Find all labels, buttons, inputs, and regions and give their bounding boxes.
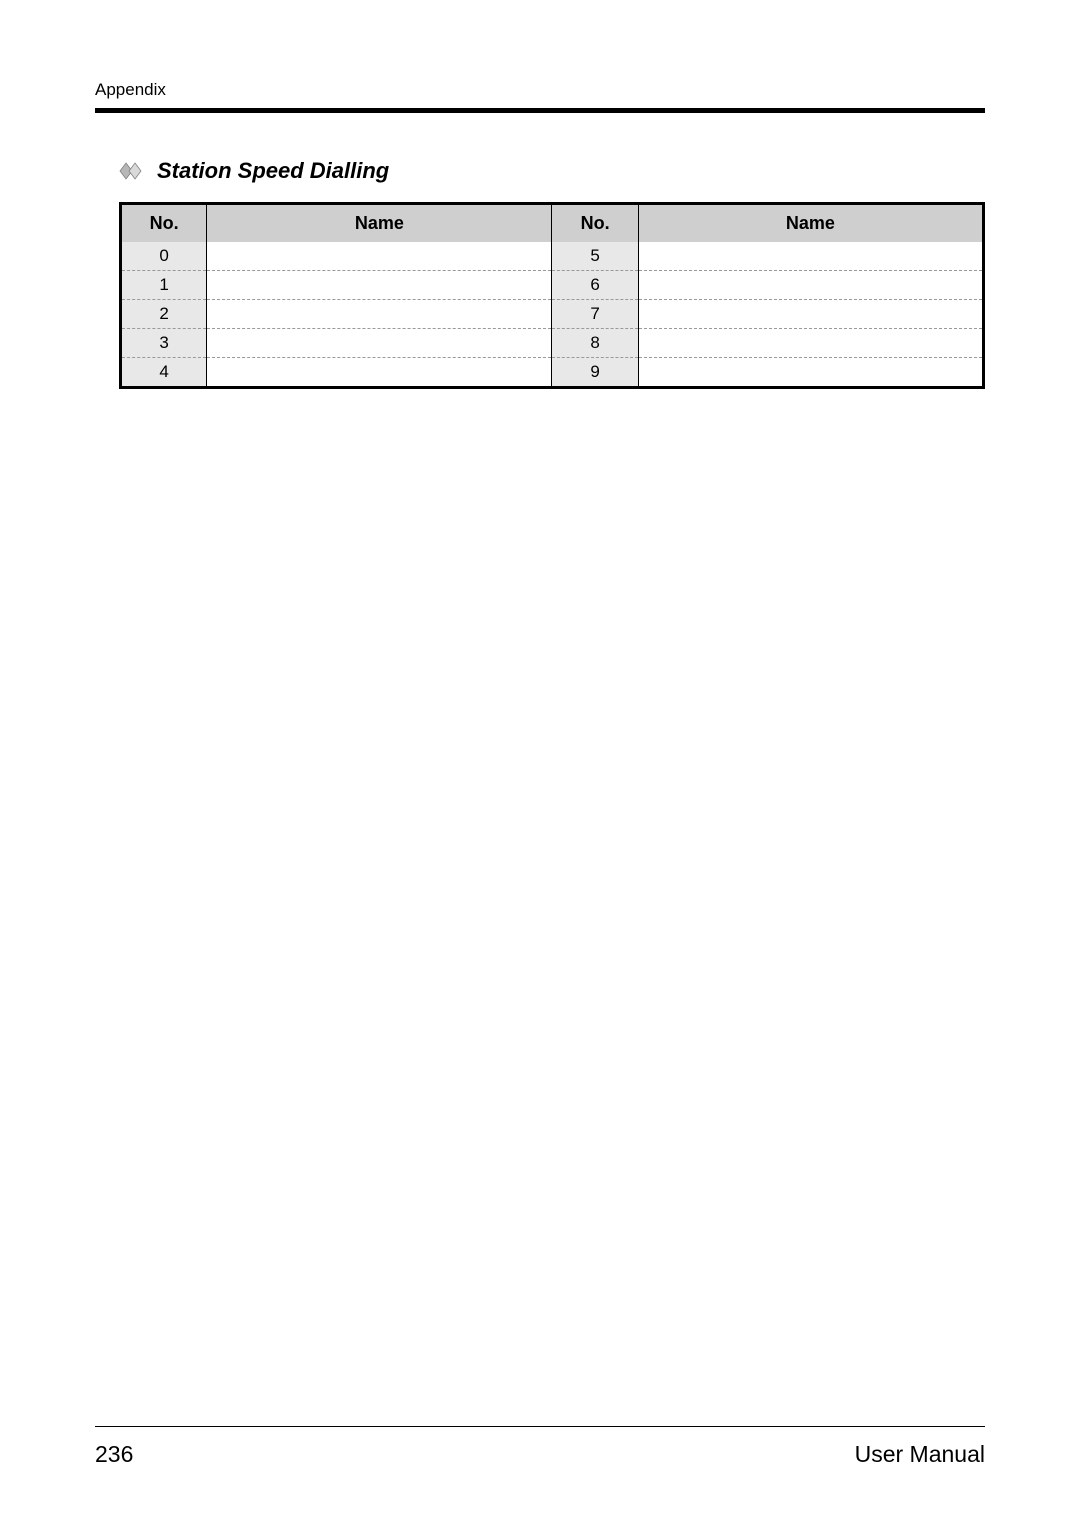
footer-rule [95,1426,985,1427]
table-row: 05 [121,242,984,271]
page-number: 236 [95,1441,133,1468]
header-rule [95,108,985,113]
col-header-name-1: Name [207,204,552,243]
table-row: 49 [121,358,984,388]
cell-no: 7 [552,300,638,329]
cell-no: 3 [121,329,207,358]
cell-no: 0 [121,242,207,271]
cell-no: 4 [121,358,207,388]
diamond-icon [119,162,147,180]
cell-no: 8 [552,329,638,358]
cell-no: 1 [121,271,207,300]
footer: 236 User Manual [95,1426,985,1468]
cell-name [638,358,983,388]
section-title: Station Speed Dialling [157,158,389,184]
cell-no: 9 [552,358,638,388]
cell-name [207,271,552,300]
footer-title: User Manual [855,1441,985,1468]
footer-row: 236 User Manual [95,1441,985,1468]
cell-name [638,271,983,300]
cell-no: 5 [552,242,638,271]
table-row: 38 [121,329,984,358]
cell-name [207,300,552,329]
cell-no: 2 [121,300,207,329]
table-header-row: No. Name No. Name [121,204,984,243]
cell-name [207,329,552,358]
speed-dialling-table: No. Name No. Name 0516273849 [119,202,985,389]
cell-name [638,242,983,271]
col-header-no-1: No. [121,204,207,243]
col-header-no-2: No. [552,204,638,243]
cell-name [207,242,552,271]
cell-name [638,329,983,358]
section-title-row: Station Speed Dialling [119,158,985,184]
col-header-name-2: Name [638,204,983,243]
table-row: 27 [121,300,984,329]
header-label: Appendix [95,80,985,100]
cell-name [207,358,552,388]
table-row: 16 [121,271,984,300]
page: Appendix Station Speed Dialling No. Name… [0,0,1080,1528]
cell-name [638,300,983,329]
cell-no: 6 [552,271,638,300]
